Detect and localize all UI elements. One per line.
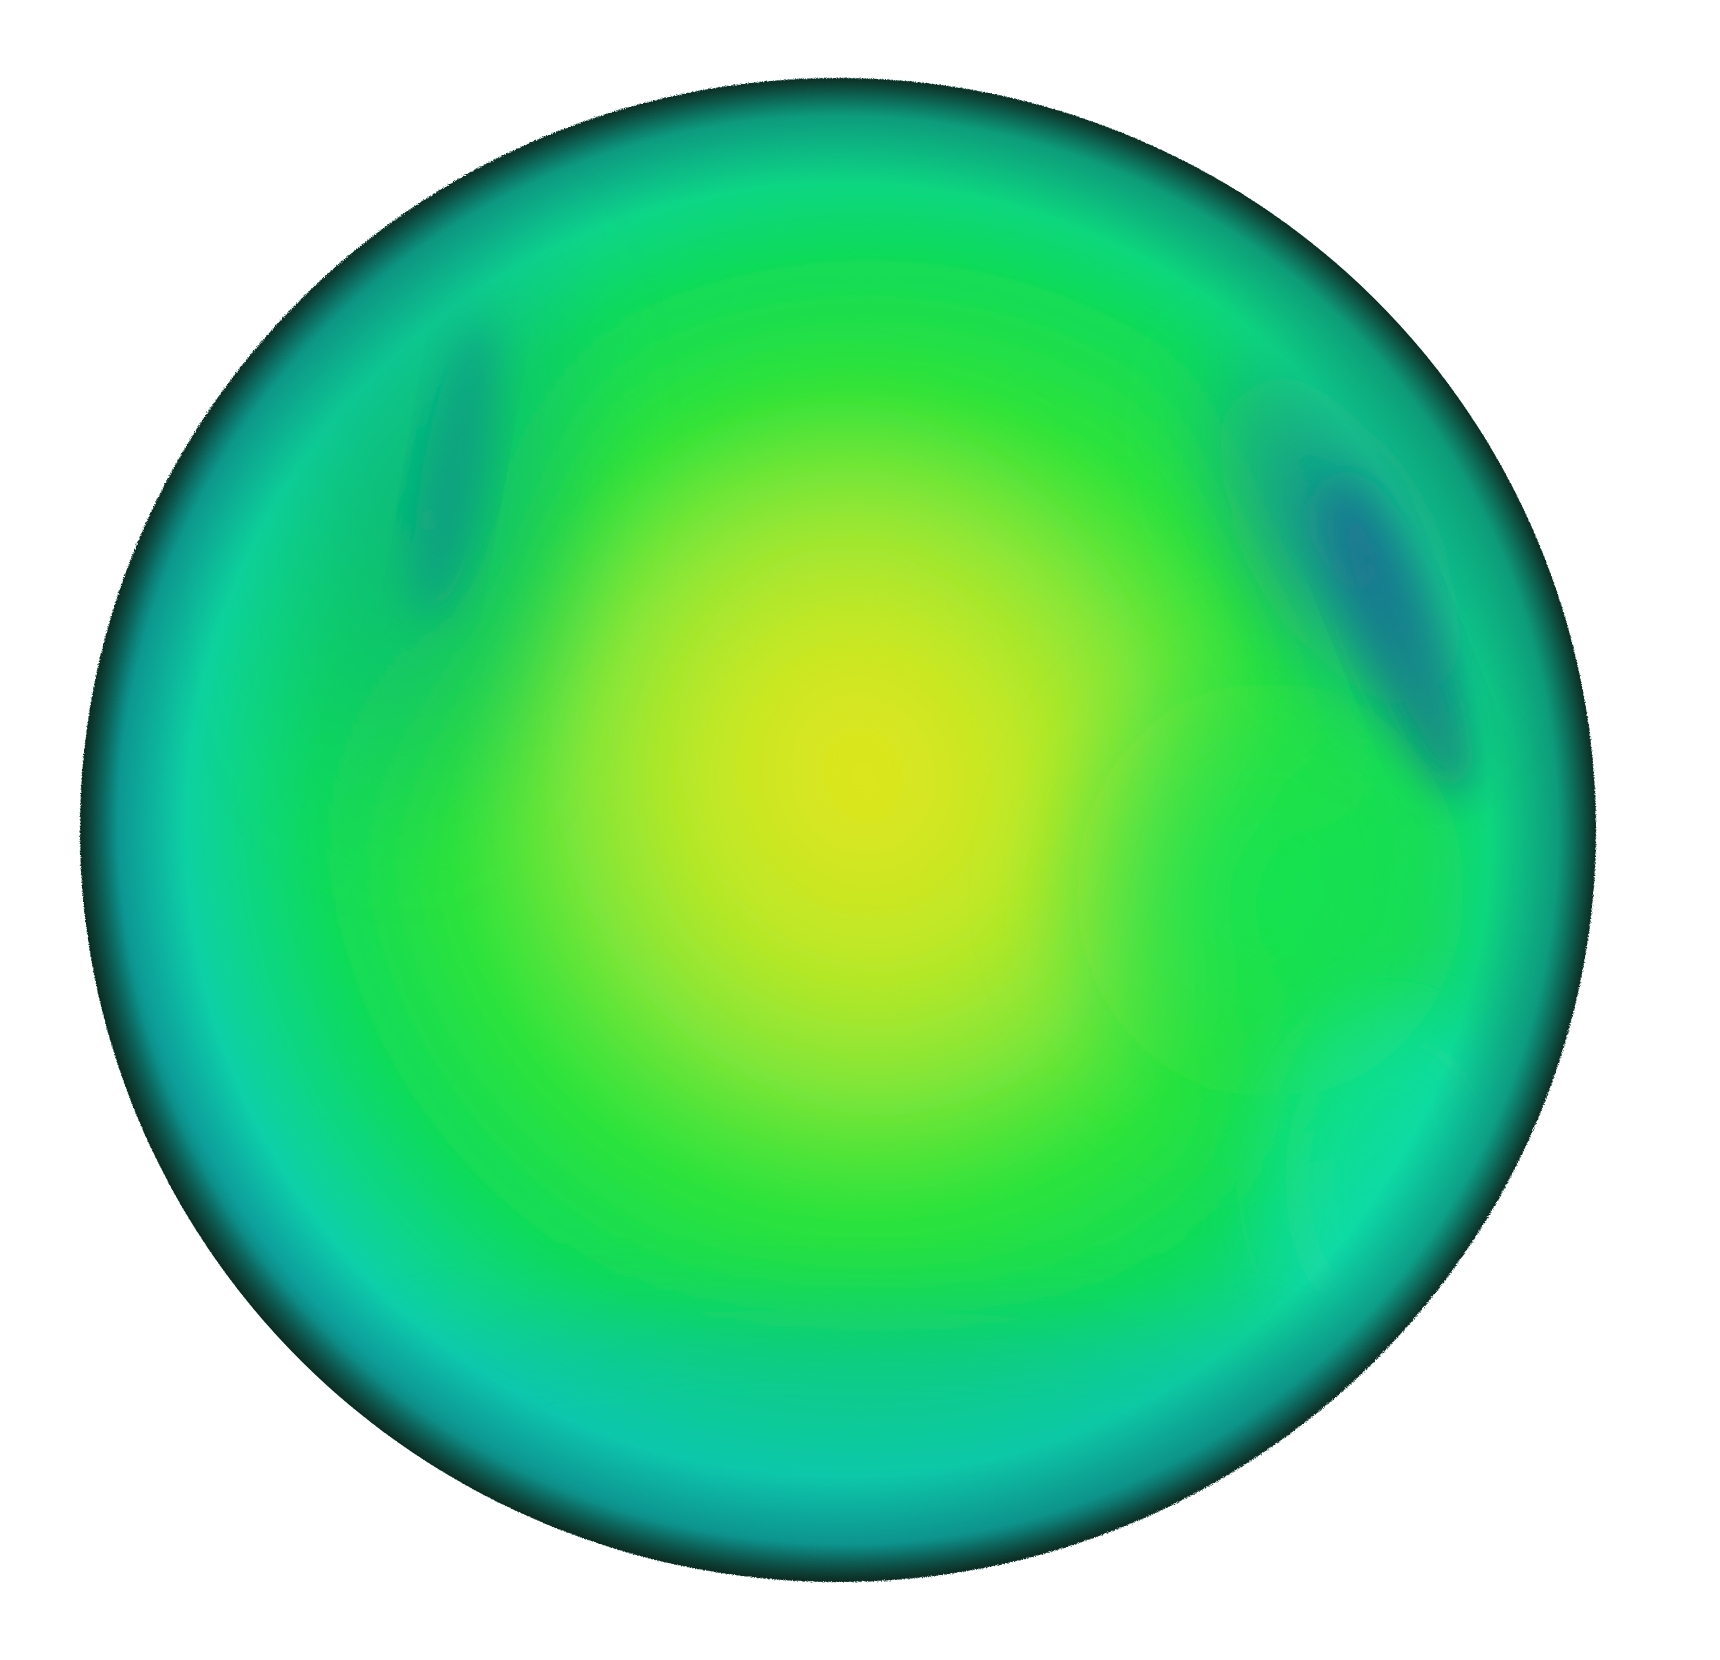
sphere bbox=[80, 78, 1596, 1582]
sphere-edge-shadow bbox=[80, 78, 1596, 1582]
